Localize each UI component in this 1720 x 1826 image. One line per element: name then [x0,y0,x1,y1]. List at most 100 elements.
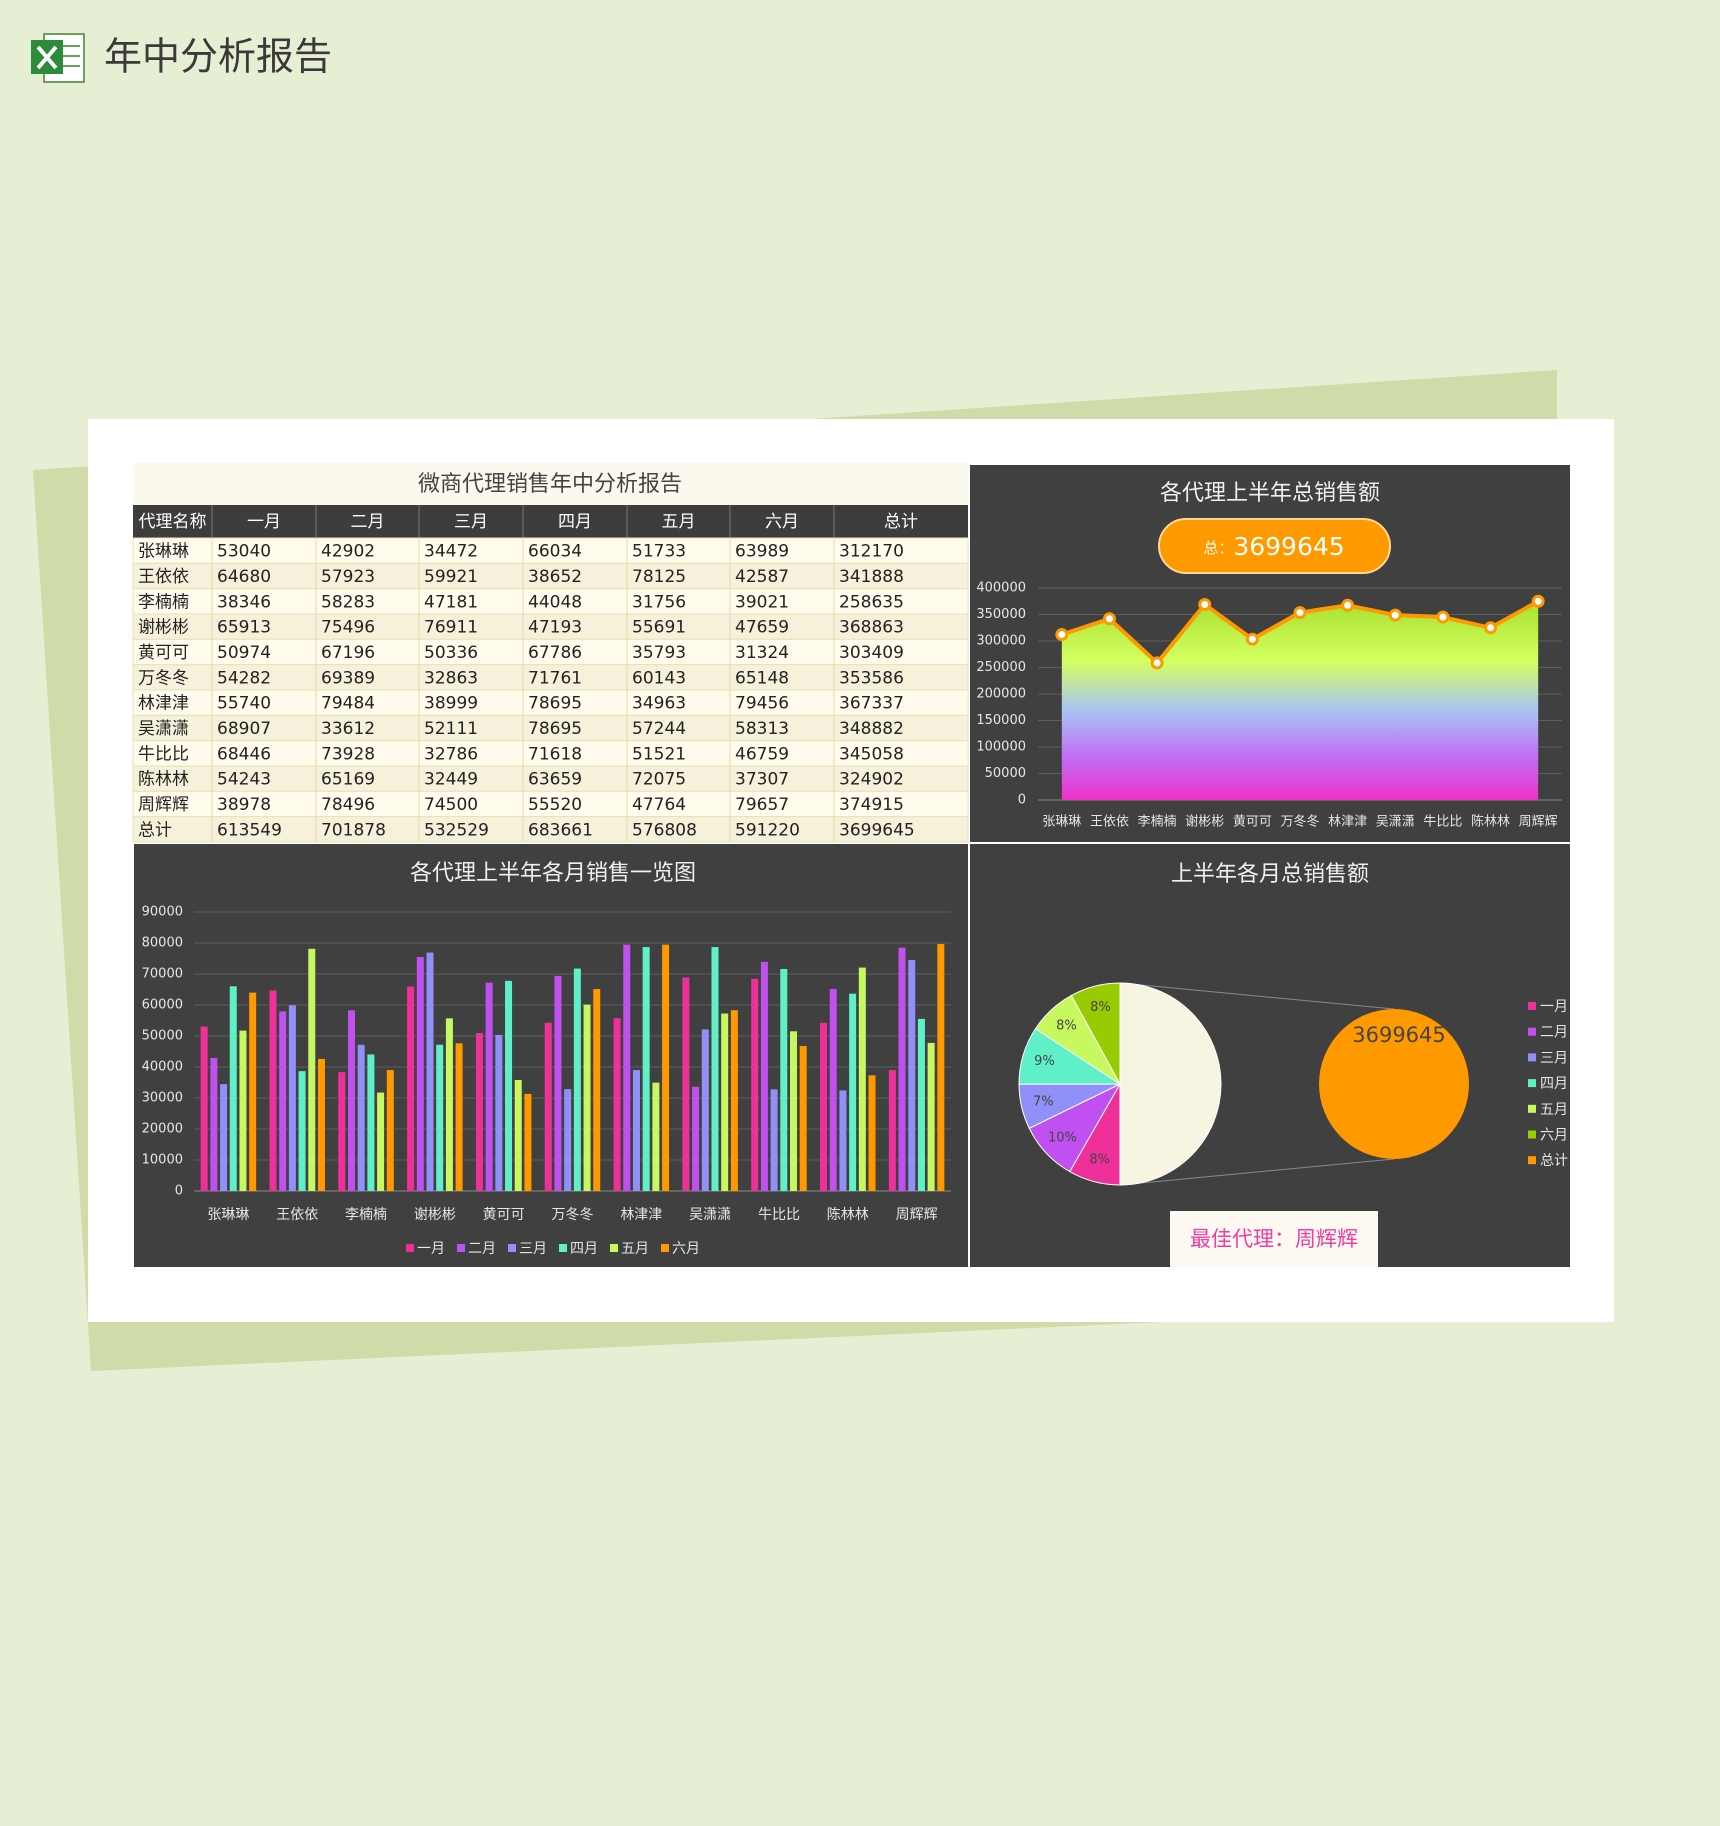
x-tick-label: 陈林林 [1471,814,1510,830]
table-cell: 黄可可 [138,643,189,663]
table-cell: 65913 [217,618,271,638]
legend-swatch [457,1244,465,1252]
bar [682,977,690,1191]
bar [868,1075,876,1191]
table-cell: 76911 [424,618,478,638]
table-cell: 32863 [424,668,478,688]
column-header: 一月 [247,512,281,532]
bar [426,952,434,1191]
x-tick-label: 张琳琳 [207,1207,249,1223]
table-cell: 57923 [321,567,375,587]
table-cell: 51733 [632,542,686,562]
x-tick-label: 李楠楠 [345,1207,387,1223]
bar [583,1004,591,1191]
table-cell: 57244 [632,719,686,739]
y-tick-label: 0 [175,1184,183,1199]
legend-swatch [610,1244,618,1252]
table-cell: 47764 [632,795,686,815]
bar [308,948,316,1191]
bar [652,1082,660,1191]
y-tick-label: 20000 [142,1122,183,1137]
bar [298,1071,306,1191]
chart-title: 上半年各月总销售额 [1171,862,1369,887]
connector [1119,1158,1395,1186]
legend-label: 六月 [672,1241,700,1257]
legend-label: 五月 [1540,1102,1568,1118]
bar [888,1070,896,1191]
table-row [132,588,969,615]
table-cell: 60143 [632,668,686,688]
table-row [132,562,969,590]
table-cell: 65148 [735,668,789,688]
table-cell: 55740 [217,694,271,714]
table-cell: 79484 [321,694,375,714]
bar [770,1089,778,1191]
bar [445,1018,453,1191]
y-tick-label: 350000 [976,607,1026,622]
table-row [132,664,969,691]
table-cell: 周辉辉 [138,795,189,815]
table-cell: 王依依 [138,567,189,587]
legend-label: 三月 [519,1241,547,1257]
bar [416,956,424,1191]
bar [593,989,601,1191]
bar [623,944,631,1191]
bar [573,968,581,1191]
annotation: 最佳代理：周辉辉 [1190,1227,1358,1251]
y-tick-label: 200000 [976,687,1026,702]
table-cell: 75496 [321,618,375,638]
y-tick-label: 80000 [142,936,183,951]
table-cell: 353586 [839,668,904,688]
bar [338,1072,346,1191]
table-cell: 32786 [424,744,478,764]
table-cell: 374915 [839,795,904,815]
table-cell: 71618 [528,744,582,764]
table-cell: 31756 [632,592,686,612]
table-cell: 324902 [839,770,904,790]
marker [1293,606,1307,620]
table-cell: 44048 [528,592,582,612]
legend-swatch [1528,1053,1536,1062]
slice-label: 9% [1034,1054,1055,1069]
bar [780,968,788,1191]
table-row [132,790,969,818]
y-tick-label: 0 [1018,793,1026,808]
bar [829,988,837,1191]
x-tick-label: 黄可可 [483,1206,525,1223]
table-cell: 59921 [424,567,478,587]
y-tick-label: 400000 [976,581,1026,596]
table-title-bg [133,463,968,505]
table-cell: 54243 [217,770,271,790]
legend-swatch [1528,1002,1536,1010]
bar [662,944,670,1191]
x-tick-label: 林津津 [1328,815,1367,830]
x-tick-label: 陈林林 [827,1206,869,1223]
bar [858,967,866,1191]
x-tick-label: 万冬冬 [552,1207,594,1223]
table-cell: 37307 [735,770,789,790]
table-cell: 63989 [735,542,789,562]
x-tick-label: 吴潇潇 [689,1207,731,1223]
bar [544,1022,552,1191]
table-cell: 万冬冬 [138,668,189,688]
bar [927,1042,935,1191]
table-row [132,689,969,716]
table-cell: 吴潇潇 [138,719,189,739]
secondary-label: 3699645 [1352,1023,1446,1047]
y-tick-label: 50000 [985,766,1026,781]
table-cell: 52111 [424,719,478,739]
slice-label: 8% [1056,1019,1077,1034]
table-cell: 67196 [321,643,375,663]
bar [790,1031,798,1191]
x-tick-label: 周辉辉 [1519,815,1558,830]
bar [730,1010,738,1191]
x-tick-label: 谢彬彬 [1185,814,1224,830]
table-cell: 53040 [217,542,271,562]
table-row [132,638,969,666]
legend-swatch [1528,1104,1536,1113]
bar [347,1010,355,1191]
bar [751,978,759,1191]
table-cell: 68446 [217,744,271,764]
table-cell: 303409 [839,643,904,663]
table-cell: 701878 [321,820,386,840]
